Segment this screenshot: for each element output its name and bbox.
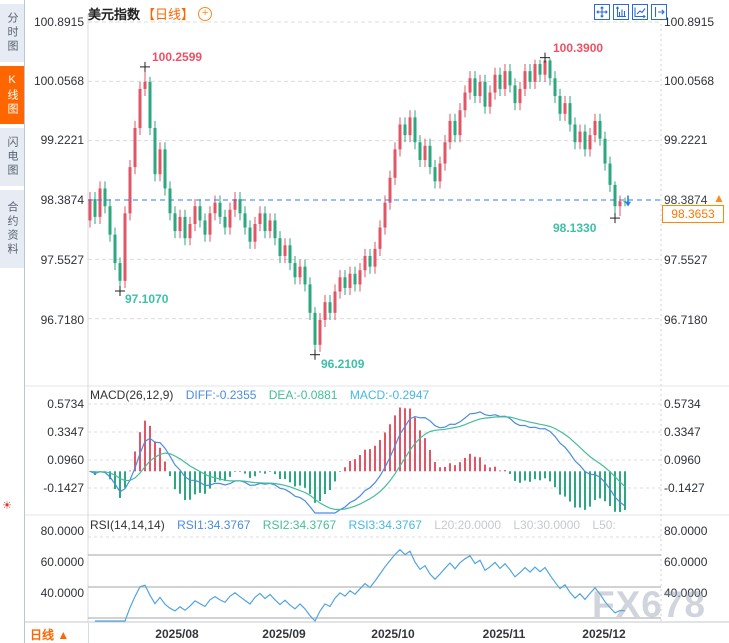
instrument-name: 美元指数 bbox=[88, 7, 141, 22]
rsi-y-label: 40.0000 bbox=[40, 586, 84, 600]
y-axis-label: 100.0568 bbox=[664, 74, 715, 88]
rsi1-value: RSI1:34.3767 bbox=[177, 518, 251, 532]
x-axis-label: 2025/10 bbox=[371, 627, 415, 641]
rsi-title: RSI(14,14,14) bbox=[90, 518, 165, 532]
macd-y-label: -0.1427 bbox=[43, 481, 84, 495]
macd-diff-value: DIFF:-0.2355 bbox=[185, 388, 257, 402]
macd-y-label: 0.3347 bbox=[47, 425, 84, 439]
macd-y-label: 0.5734 bbox=[47, 397, 84, 411]
low-annotation: 97.1070 bbox=[125, 292, 169, 306]
sidebar-tab-contract-info[interactable]: 合约资料 bbox=[0, 190, 24, 268]
y-axis-label: 96.7180 bbox=[40, 313, 84, 327]
fit-y-axis-icon[interactable] bbox=[632, 4, 648, 20]
sidebar-tab-time-chart[interactable]: 分时图 bbox=[0, 4, 24, 62]
y-axis-label: 97.5527 bbox=[40, 253, 84, 267]
macd-y-label: 0.3347 bbox=[664, 425, 701, 439]
sidebar-tab-lightning-chart[interactable]: 闪电图 bbox=[0, 128, 24, 186]
macd-title: MACD(26,12,9) bbox=[90, 388, 174, 402]
y-axis-label: 100.0568 bbox=[33, 74, 84, 88]
sidebar-tab-kline[interactable]: K线图 bbox=[0, 66, 24, 124]
macd-header: MACD(26,12,9) DIFF:-0.2355 DEA:-0.0881 M… bbox=[90, 388, 438, 402]
rsi-y-label: 60.0000 bbox=[40, 555, 84, 569]
divider bbox=[88, 623, 89, 643]
period-tag: 【日线】 bbox=[142, 7, 195, 22]
rsi3-value: RSI3:34.3767 bbox=[348, 518, 422, 532]
chart-title: 美元指数 【日线】 + bbox=[88, 4, 213, 23]
pan-icon[interactable] bbox=[594, 4, 610, 20]
x-axis-label: 2025/09 bbox=[262, 627, 306, 641]
rsi-y-label: 80.0000 bbox=[664, 524, 708, 538]
x-axis-label: 2025/12 bbox=[582, 627, 626, 641]
macd-y-label: 0.0960 bbox=[47, 453, 84, 467]
rsi-l20-level: L20:20.0000 bbox=[434, 518, 501, 532]
y-axis-label: 99.2221 bbox=[40, 133, 84, 147]
y-axis-label: 96.7180 bbox=[664, 313, 708, 327]
low-annotation: 96.2109 bbox=[321, 356, 365, 371]
fit-x-axis-icon[interactable] bbox=[613, 4, 629, 20]
y-axis-label: 100.8915 bbox=[664, 15, 715, 29]
x-axis-label: 2025/08 bbox=[155, 627, 199, 641]
rsi-header: RSI(14,14,14) RSI1:34.3767 RSI2:34.3767 … bbox=[90, 518, 625, 532]
macd-value: MACD:-0.2947 bbox=[349, 388, 430, 402]
macd-y-label: -0.1427 bbox=[664, 481, 705, 495]
rsi-y-label: 80.0000 bbox=[40, 524, 84, 538]
rsi2-value: RSI2:34.3767 bbox=[262, 518, 337, 532]
chart-toolbar bbox=[594, 4, 667, 20]
rsi-l50-level: L50: bbox=[592, 518, 616, 532]
y-axis-label: 100.8915 bbox=[33, 15, 84, 29]
rsi-y-label: 40.0000 bbox=[664, 586, 708, 600]
export-icon[interactable] bbox=[651, 4, 667, 20]
add-indicator-icon[interactable]: + bbox=[198, 6, 213, 21]
macd-y-label: 0.5734 bbox=[664, 397, 701, 411]
last-price-box: 98.3653 bbox=[662, 205, 724, 223]
macd-y-label: 0.0960 bbox=[664, 453, 701, 467]
sidebar: 分时图 K线图 闪电图 合约资料 ☀ bbox=[0, 0, 25, 643]
price-up-arrow-icon: ▲ bbox=[713, 191, 725, 205]
x-axis-label: 2025/11 bbox=[482, 627, 526, 641]
y-axis-label: 97.5527 bbox=[664, 253, 708, 267]
current-price-label: 98.3874 bbox=[664, 193, 708, 207]
y-axis-label: 98.3874 bbox=[40, 193, 84, 207]
rsi-y-label: 60.0000 bbox=[664, 555, 708, 569]
y-axis-label: 99.2221 bbox=[664, 133, 708, 147]
high-annotation: 100.3900 bbox=[553, 40, 604, 55]
period-selector[interactable]: 日线 ▲ bbox=[30, 628, 70, 642]
macd-dea-value: DEA:-0.0881 bbox=[268, 388, 338, 402]
rsi-l30-level: L30:30.0000 bbox=[513, 518, 581, 532]
low-annotation: 98.1330 bbox=[553, 221, 597, 236]
alert-icon[interactable]: ☀ bbox=[2, 500, 12, 512]
high-annotation: 100.2599 bbox=[152, 49, 203, 64]
x-axis-bar: 日线 ▲ 2025/08 2025/09 2025/10 2025/11 202… bbox=[0, 623, 729, 643]
